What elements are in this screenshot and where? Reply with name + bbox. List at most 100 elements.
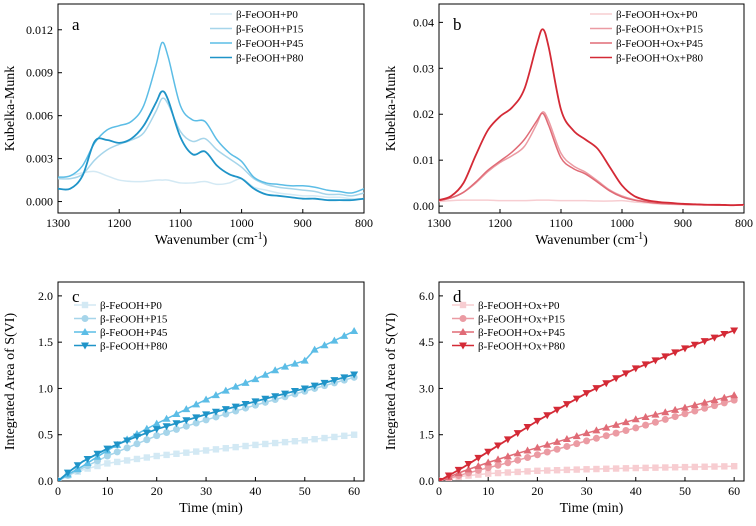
data-point xyxy=(621,418,630,426)
data-point xyxy=(593,465,600,473)
data-point xyxy=(290,359,299,367)
data-point xyxy=(475,471,482,478)
data-point xyxy=(350,327,359,335)
data-point xyxy=(123,437,132,445)
data-point xyxy=(242,442,249,450)
data-point xyxy=(504,459,512,467)
x-tick-label: 0 xyxy=(436,484,442,498)
panel-letter: a xyxy=(72,15,80,34)
x-tick-label: 10 xyxy=(101,484,113,498)
legend-label: β-FeOOH+Ox+P15 xyxy=(478,314,566,326)
data-point xyxy=(222,445,230,452)
data-point xyxy=(622,465,630,472)
data-point xyxy=(730,462,738,470)
legend-label: β-FeOOH+P15 xyxy=(236,24,304,36)
x-axis-title: Time (min) xyxy=(560,501,624,516)
y-tick-label: 0.5 xyxy=(38,428,53,442)
data-point xyxy=(553,467,561,474)
y-tick-label: 0.009 xyxy=(26,66,53,80)
x-tick-label: 900 xyxy=(674,216,692,230)
y-tick-label: 2.0 xyxy=(38,289,53,303)
y-tick-label: 3.0 xyxy=(419,381,434,395)
x-tick-label: 1200 xyxy=(107,216,131,230)
data-point xyxy=(680,345,689,353)
data-point xyxy=(123,457,131,464)
series-line-3 xyxy=(58,41,364,194)
data-point xyxy=(622,427,630,435)
data-point xyxy=(330,377,339,385)
data-point xyxy=(721,463,728,470)
x-tick-label: 1100 xyxy=(169,216,193,230)
data-point xyxy=(484,448,493,456)
data-point xyxy=(661,353,670,361)
data-point xyxy=(142,429,151,437)
data-point xyxy=(241,400,250,408)
data-point xyxy=(162,414,171,422)
data-point xyxy=(202,416,210,424)
data-point xyxy=(212,446,220,453)
plot-area xyxy=(439,28,744,207)
data-point xyxy=(562,401,571,409)
legend-label: β-FeOOH+P15 xyxy=(100,314,168,326)
data-point xyxy=(464,465,473,473)
data-point xyxy=(73,462,82,470)
data-point xyxy=(621,370,630,378)
data-point xyxy=(691,407,699,415)
data-point xyxy=(730,396,738,404)
data-point xyxy=(543,412,552,420)
legend-label: β-FeOOH+P80 xyxy=(236,53,304,65)
data-point xyxy=(720,399,728,407)
data-point xyxy=(691,463,699,471)
data-point xyxy=(173,450,180,457)
plot-area xyxy=(58,41,364,202)
data-point xyxy=(242,404,250,412)
legend-marker xyxy=(459,315,467,322)
data-point xyxy=(212,413,220,421)
series-line-1 xyxy=(58,170,364,200)
data-point xyxy=(543,440,552,448)
data-point xyxy=(603,465,610,472)
y-tick-label: 0.000 xyxy=(26,195,53,209)
data-point xyxy=(513,449,522,457)
chart-panel-b: 1300 1200 1100 1000 900 800 0.00 0.01 0.02 0.03 0.… xyxy=(384,3,753,248)
data-point xyxy=(221,406,230,414)
data-point xyxy=(720,393,729,401)
data-point xyxy=(58,478,62,481)
y-tick-label: 1.5 xyxy=(419,428,434,442)
data-point xyxy=(524,468,531,475)
plot-area xyxy=(58,327,359,481)
data-point xyxy=(484,470,492,477)
data-point xyxy=(153,452,160,460)
data-point xyxy=(320,341,329,349)
x-tick-label: 900 xyxy=(294,216,312,230)
data-point xyxy=(612,420,621,428)
data-point xyxy=(162,423,171,431)
x-axis-title-main: Wavenumber (cm xyxy=(155,233,255,248)
x-tick-label: 60 xyxy=(348,484,360,498)
y-tick-label: 0.02 xyxy=(413,107,434,121)
data-point xyxy=(484,464,492,472)
legend-label: β-FeOOH+P0 xyxy=(100,300,162,312)
data-point xyxy=(563,466,571,474)
data-point xyxy=(241,378,250,386)
x-tick-label: 1300 xyxy=(427,216,451,230)
data-point xyxy=(504,469,512,476)
data-point xyxy=(671,349,680,357)
y-tick-label: 0.01 xyxy=(413,153,434,167)
y-axis-title: Kubelka-Munk xyxy=(3,66,18,152)
data-point xyxy=(340,331,349,339)
data-point xyxy=(573,466,580,473)
data-point xyxy=(642,421,650,429)
data-point xyxy=(331,433,338,441)
legend-marker xyxy=(81,342,89,350)
plot-frame xyxy=(57,281,365,482)
x-tick-label: 1200 xyxy=(488,216,512,230)
data-point xyxy=(192,448,200,455)
data-point xyxy=(143,454,151,461)
data-point xyxy=(710,402,718,410)
data-point xyxy=(652,464,659,471)
data-point xyxy=(662,464,669,471)
data-point xyxy=(523,424,532,432)
data-point xyxy=(211,391,220,399)
data-point xyxy=(123,444,131,452)
